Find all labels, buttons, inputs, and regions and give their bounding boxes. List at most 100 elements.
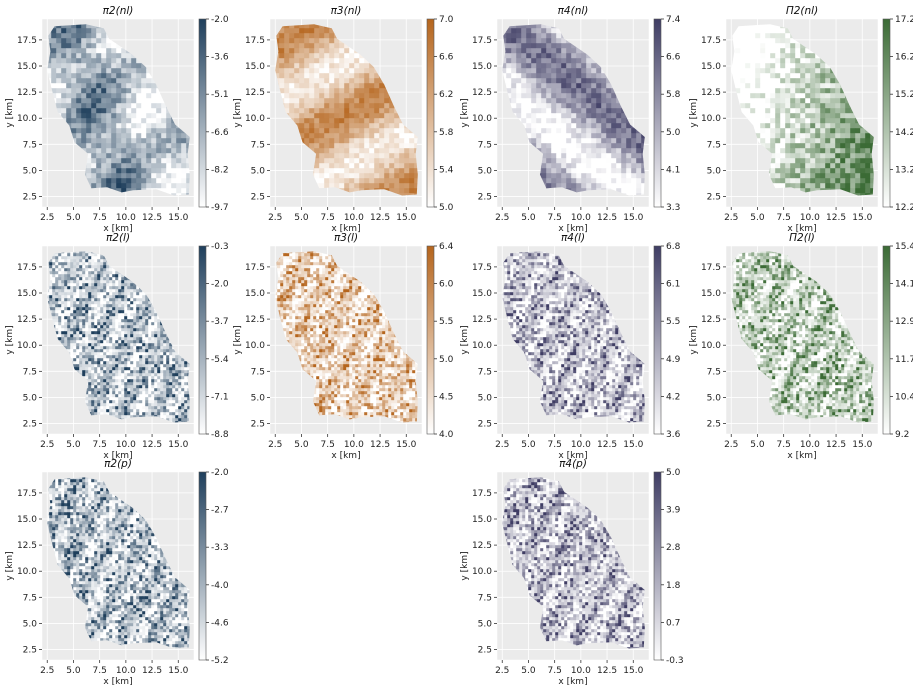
x-tick-label: 7.5 <box>547 213 561 223</box>
x-tick-label: 2.5 <box>495 440 509 450</box>
colorbar-tick-label: 5.0 <box>439 355 454 365</box>
y-tick-label: 7.5 <box>478 367 492 377</box>
y-tick-label: 2.5 <box>478 646 492 656</box>
y-tick-label: 15.0 <box>245 289 265 299</box>
y-tick-label: 5.0 <box>23 619 38 629</box>
x-axis-label: x [km] <box>103 451 132 461</box>
x-tick-label: 12.5 <box>597 666 617 676</box>
colorbar-tick-label: -6.6 <box>211 128 229 138</box>
x-tick-label: 5.0 <box>750 440 765 450</box>
colorbar-tick-label: -8.8 <box>211 430 229 440</box>
panel-8: 2.5 5.0 7.5 10.0 12.5 15.0 2.5 5.0 7.5 10.0 12.5 15… <box>689 232 913 461</box>
x-tick-label: 15.0 <box>168 213 188 223</box>
panel-title: π2(l) <box>106 232 130 244</box>
y-axis-label: y [km] <box>689 325 699 354</box>
x-axis-label: x [km] <box>331 451 360 461</box>
colorbar-tick-label: 12.2 <box>895 203 913 213</box>
panel-1: 2.5 5.0 7.5 10.0 12.5 15.0 2.5 5.0 7.5 10.0 12.5 15… <box>5 5 229 234</box>
y-tick-label: 15.0 <box>17 62 37 72</box>
x-tick-label: 2.5 <box>40 213 54 223</box>
x-tick-label: 12.5 <box>142 213 162 223</box>
y-tick-label: 10.0 <box>17 567 37 577</box>
x-tick-label: 5.0 <box>66 666 81 676</box>
x-axis-label: x [km] <box>787 451 816 461</box>
colorbar <box>653 245 662 435</box>
x-tick-label: 10.0 <box>116 440 136 450</box>
y-tick-label: 17.5 <box>245 36 265 46</box>
colorbar <box>653 471 662 661</box>
x-tick-label: 5.0 <box>521 213 536 223</box>
colorbar-tick-label: 6.1 <box>666 280 680 290</box>
x-tick-label: 10.0 <box>571 213 591 223</box>
x-tick-label: 10.0 <box>344 440 364 450</box>
colorbar-tick-label: 5.0 <box>439 203 454 213</box>
x-tick-label: 12.5 <box>370 440 390 450</box>
colorbar-tick-label: 4.0 <box>439 430 454 440</box>
y-tick-label: 7.5 <box>23 367 37 377</box>
colorbar-tick-label: -2.0 <box>211 468 229 478</box>
colorbar-tick-label: 5.8 <box>439 128 454 138</box>
colorbar <box>882 245 891 435</box>
colorbar-tick-label: 15.2 <box>895 90 913 100</box>
y-tick-label: 2.5 <box>23 193 37 203</box>
panel-3: 2.5 5.0 7.5 10.0 12.5 15.0 2.5 5.0 7.5 10.0 12.5 15… <box>460 5 681 234</box>
y-tick-label: 12.5 <box>17 88 37 98</box>
x-tick-label: 5.0 <box>750 213 765 223</box>
y-tick-label: 12.5 <box>472 541 492 551</box>
panel-title: π4(l) <box>561 232 585 244</box>
colorbar-tick-label: 7.0 <box>439 15 454 25</box>
y-tick-label: 17.5 <box>245 263 265 273</box>
colorbar <box>198 18 207 208</box>
colorbar-tick-label: 4.5 <box>439 392 453 402</box>
y-axis-label: y [km] <box>689 98 699 127</box>
x-tick-label: 7.5 <box>776 213 790 223</box>
colorbar-tick-label: -4.6 <box>211 618 229 628</box>
y-axis-label: y [km] <box>460 98 470 127</box>
x-tick-label: 5.0 <box>521 666 536 676</box>
colorbar-tick-label: 14.1 <box>895 280 913 290</box>
x-tick-label: 10.0 <box>344 213 364 223</box>
y-tick-label: 10.0 <box>472 114 492 124</box>
y-tick-label: 12.5 <box>472 315 492 325</box>
x-tick-label: 12.5 <box>597 440 617 450</box>
colorbar-tick-label: 16.2 <box>895 53 913 63</box>
y-tick-label: 12.5 <box>17 541 37 551</box>
colorbar-tick-label: 5.4 <box>439 165 454 175</box>
y-tick-label: 7.5 <box>707 367 721 377</box>
colorbar-tick-label: -7.1 <box>211 392 229 402</box>
y-axis-label: y [km] <box>460 551 470 580</box>
colorbar-tick-label: -2.7 <box>211 506 229 516</box>
y-tick-label: 2.5 <box>251 193 265 203</box>
x-tick-label: 7.5 <box>320 213 334 223</box>
y-tick-label: 2.5 <box>23 646 37 656</box>
x-tick-label: 5.0 <box>66 213 81 223</box>
x-tick-label: 15.0 <box>168 666 188 676</box>
y-tick-label: 17.5 <box>472 36 492 46</box>
x-tick-label: 2.5 <box>495 666 509 676</box>
y-tick-label: 15.0 <box>701 289 721 299</box>
y-tick-label: 7.5 <box>23 140 37 150</box>
x-tick-label: 15.0 <box>623 666 643 676</box>
colorbar-tick-label: 3.6 <box>666 430 681 440</box>
y-tick-label: 15.0 <box>472 62 492 72</box>
y-tick-label: 5.0 <box>707 166 722 176</box>
colorbar <box>426 245 435 435</box>
x-axis-label: x [km] <box>558 677 587 685</box>
panel-title: π4(p) <box>559 458 587 470</box>
y-tick-label: 7.5 <box>251 367 265 377</box>
panel-title: π2(p) <box>104 458 132 470</box>
y-tick-label: 12.5 <box>245 315 265 325</box>
y-tick-label: 5.0 <box>478 619 493 629</box>
axes-frame <box>496 245 650 435</box>
x-tick-label: 7.5 <box>776 440 790 450</box>
y-tick-label: 7.5 <box>478 140 492 150</box>
y-tick-label: 2.5 <box>478 193 492 203</box>
x-tick-label: 2.5 <box>40 666 54 676</box>
y-tick-label: 2.5 <box>478 420 492 430</box>
x-tick-label: 12.5 <box>370 213 390 223</box>
x-axis-label: x [km] <box>558 451 587 461</box>
x-tick-label: 2.5 <box>724 213 738 223</box>
y-tick-label: 15.0 <box>701 62 721 72</box>
y-axis-label: y [km] <box>233 98 243 127</box>
y-tick-label: 12.5 <box>701 88 721 98</box>
